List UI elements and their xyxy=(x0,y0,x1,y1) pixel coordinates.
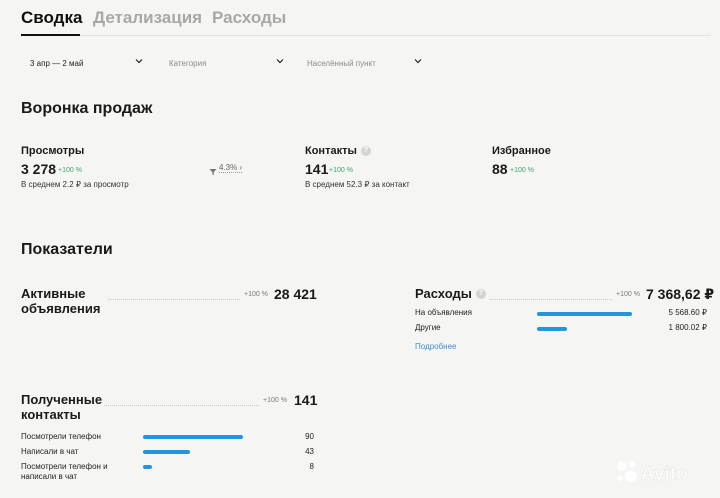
contacts-bar xyxy=(143,465,152,469)
chevron-down-icon[interactable] xyxy=(135,57,143,65)
chevron-down-icon[interactable] xyxy=(276,57,284,65)
contacts-row-label: Посмотрели телефон и написали в чат xyxy=(21,462,108,481)
tab-summary[interactable]: Сводка xyxy=(21,8,83,27)
contacts-row-value: 90 xyxy=(305,432,314,441)
expenses-row-value: 5 568.60 ₽ xyxy=(668,308,707,317)
views-subtext: В среднем 2.2 ₽ за просмотр xyxy=(21,180,129,189)
contacts-bar xyxy=(143,450,190,454)
info-icon[interactable]: ? xyxy=(476,289,486,299)
location-select[interactable]: Населённый пункт xyxy=(307,52,423,74)
contacts-row-label: Посмотрели телефон xyxy=(21,432,101,441)
favorites-value: 88 xyxy=(492,161,508,177)
contacts-value: 141 xyxy=(305,161,329,177)
dotted-leader xyxy=(104,405,259,406)
tab-expenses[interactable]: Расходы xyxy=(212,8,287,27)
active-ads-delta: +100 % xyxy=(244,291,268,298)
views-value: 3 278 xyxy=(21,161,57,177)
active-ads-value: 28 421 xyxy=(274,286,317,302)
period-select-value: 3 апр — 2 май xyxy=(30,58,84,68)
received-contacts-delta: +100 % xyxy=(263,397,287,404)
received-contacts-label: Полученные контакты xyxy=(21,392,103,422)
funnel-icon xyxy=(209,163,217,176)
dotted-leader xyxy=(108,299,240,300)
category-select[interactable]: Категория xyxy=(169,52,285,74)
contacts-subtext: В среднем 52.3 ₽ за контакт xyxy=(305,180,410,189)
contacts-bar xyxy=(143,435,243,439)
chevron-down-icon[interactable] xyxy=(414,57,422,65)
contacts-delta: +100 % xyxy=(329,167,353,174)
active-tab-indicator xyxy=(21,34,80,36)
period-select[interactable]: 3 апр — 2 май xyxy=(30,52,146,74)
contacts-row-value: 8 xyxy=(309,462,314,471)
contacts-row-value: 43 xyxy=(305,447,314,456)
expenses-bar xyxy=(537,327,567,331)
views-delta: +100 % xyxy=(58,167,82,174)
funnel-title: Воронка продаж xyxy=(21,100,153,117)
location-select-placeholder: Населённый пункт xyxy=(307,58,376,68)
expenses-delta: +100 % xyxy=(616,291,640,298)
active-ads-label: Активные объявления xyxy=(21,286,101,316)
tabs-divider xyxy=(21,35,711,36)
chevron-right-icon: › xyxy=(237,163,243,172)
avito-logo: Avito xyxy=(612,456,712,490)
expenses-row-label: Другие xyxy=(415,323,441,332)
expenses-label: Расходы xyxy=(415,286,472,301)
category-select-placeholder: Категория xyxy=(169,58,207,68)
tab-details[interactable]: Детализация xyxy=(93,8,203,27)
expenses-bar xyxy=(537,312,632,316)
conversion-value: 4.3% xyxy=(219,163,238,172)
more-details-link[interactable]: Подробнее xyxy=(415,342,457,351)
favorites-delta: +100 % xyxy=(510,167,534,174)
svg-text:Avito: Avito xyxy=(641,464,688,485)
favorites-label: Избранное xyxy=(492,145,551,157)
indicators-title: Показатели xyxy=(21,241,113,258)
dotted-leader xyxy=(490,299,612,300)
expenses-row-value: 1 800.02 ₽ xyxy=(668,323,707,332)
contacts-label: Контакты xyxy=(305,145,357,157)
conversion-link[interactable]: 4.3% › xyxy=(219,163,243,173)
contacts-row-label: Написали в чат xyxy=(21,447,79,456)
expenses-row-label: На объявления xyxy=(415,308,472,317)
expenses-value: 7 368,62 ₽ xyxy=(646,286,715,302)
info-icon[interactable]: ? xyxy=(361,146,371,156)
received-contacts-value: 141 xyxy=(294,392,318,408)
views-label: Просмотры xyxy=(21,145,85,157)
